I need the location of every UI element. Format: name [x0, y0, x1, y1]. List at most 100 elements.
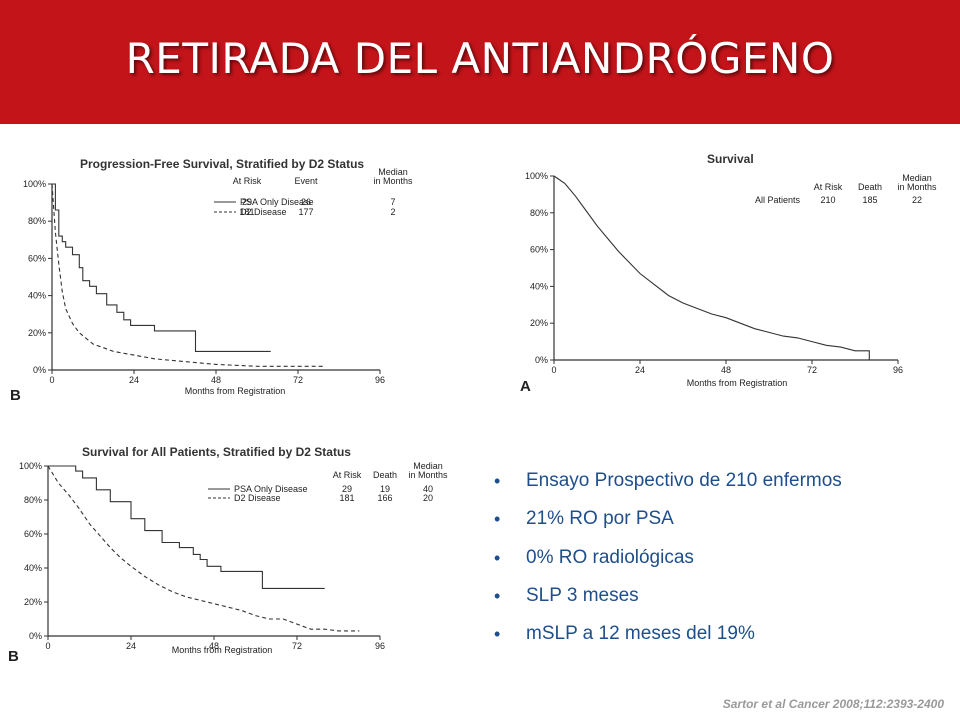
- panel-label: A: [520, 378, 531, 395]
- legend-table-value: 7: [390, 197, 395, 207]
- bullet-icon: •: [494, 585, 501, 606]
- citation: Sartor et al Cancer 2008;112:2393-2400: [722, 697, 944, 711]
- x-tick-label: 0: [49, 375, 54, 385]
- x-tick-label: 72: [807, 365, 817, 375]
- legend-table-value: 166: [377, 493, 392, 503]
- panel-label: B: [8, 648, 19, 665]
- y-tick-label: 40%: [530, 281, 548, 291]
- x-tick-label: 24: [635, 365, 645, 375]
- y-tick-label: 20%: [24, 597, 42, 607]
- bullet-icon: •: [494, 624, 501, 645]
- bullet-text: 0% RO radiológicas: [526, 546, 694, 568]
- legend-table-header: in Months: [373, 176, 413, 186]
- chart-survival-by-d2-status: Survival for All Patients, Stratified by…: [8, 445, 448, 665]
- legend-table-value: 40: [423, 484, 433, 494]
- chart-title: Survival for All Patients, Stratified by…: [82, 445, 351, 459]
- legend-label: All Patients: [755, 195, 801, 205]
- y-tick-label: 80%: [28, 216, 46, 226]
- list-item: • 0% RO radiológicas: [490, 539, 842, 577]
- bullet-icon: •: [494, 509, 501, 530]
- legend-table-header: Death: [858, 182, 882, 192]
- list-item: • mSLP a 12 meses del 19%: [490, 615, 842, 653]
- legend-table-value: 2: [390, 207, 395, 217]
- legend-table-header: Event: [294, 176, 318, 186]
- chart-title: Survival: [707, 152, 754, 166]
- slide-title: RETIRADA DEL ANTIANDRÓGENO: [125, 34, 835, 83]
- y-tick-label: 20%: [530, 318, 548, 328]
- legend-table-value: 22: [912, 195, 922, 205]
- legend-table-header: Median: [413, 461, 443, 471]
- chart-progression-free-survival: Progression-Free Survival, Stratified by…: [10, 157, 413, 404]
- legend-table-value: 26: [301, 197, 311, 207]
- legend-table-value: 181: [339, 493, 354, 503]
- x-tick-label: 24: [126, 641, 136, 651]
- x-tick-label: 96: [893, 365, 903, 375]
- legend-table-header: At Risk: [814, 182, 843, 192]
- x-tick-label: 24: [129, 375, 139, 385]
- series-line: [47, 465, 360, 632]
- series-line: [52, 183, 271, 352]
- x-tick-label: 96: [375, 641, 385, 651]
- legend-table-header: At Risk: [233, 176, 262, 186]
- y-tick-label: 100%: [19, 461, 42, 471]
- chart-overall-survival: Survival 0% 20% 40% 60% 80% 100% 0 24 48 72 96 Month…: [520, 152, 937, 395]
- legend-table-value: 210: [820, 195, 835, 205]
- y-tick-label: 80%: [24, 495, 42, 505]
- list-item: • Ensayo Prospectivo de 210 enfermos: [490, 462, 842, 500]
- bullet-icon: •: [494, 471, 501, 491]
- bullet-icon: •: [494, 547, 501, 568]
- y-tick-label: 40%: [28, 291, 46, 301]
- y-tick-label: 100%: [525, 171, 548, 181]
- legend-table-header: Median: [378, 167, 408, 177]
- legend-table-value: 181: [239, 207, 254, 217]
- legend-label: PSA Only Disease: [234, 484, 308, 494]
- y-tick-label: 0%: [535, 355, 548, 365]
- legend-label: PSA Only Disease: [240, 197, 314, 207]
- y-tick-label: 40%: [24, 563, 42, 573]
- legend-table-value: 20: [423, 493, 433, 503]
- y-tick-label: 0%: [29, 631, 42, 641]
- legend-table-header: in Months: [408, 470, 448, 480]
- bullet-text: 21% RO por PSA: [526, 508, 674, 530]
- y-tick-label: 0%: [33, 365, 46, 375]
- series-line: [48, 465, 325, 589]
- bullet-text: Ensayo Prospectivo de 210 enfermos: [526, 470, 842, 491]
- legend-table-header: Median: [902, 173, 932, 183]
- legend-table-header: in Months: [897, 182, 937, 192]
- list-item: • 21% RO por PSA: [490, 500, 842, 538]
- x-axis-label: Months from Registration: [172, 645, 273, 655]
- legend-table-header: At Risk: [333, 470, 362, 480]
- x-axis-label: Months from Registration: [687, 378, 788, 388]
- legend-label: D2 Disease: [234, 493, 281, 503]
- legend-table-value: 19: [380, 484, 390, 494]
- findings-list: • Ensayo Prospectivo de 210 enfermos • 21%…: [490, 462, 842, 653]
- x-tick-label: 48: [209, 641, 219, 651]
- y-tick-label: 20%: [28, 328, 46, 338]
- y-tick-label: 100%: [23, 179, 46, 189]
- legend-label: D2 Disease: [240, 207, 287, 217]
- legend-table-value: 185: [862, 195, 877, 205]
- legend-table-value: 177: [298, 207, 313, 217]
- legend-table-value: 29: [342, 484, 352, 494]
- series-line: [553, 175, 870, 360]
- y-tick-label: 60%: [28, 253, 46, 263]
- legend-table-header: Death: [373, 470, 397, 480]
- x-tick-label: 48: [721, 365, 731, 375]
- list-item: • SLP 3 meses: [490, 577, 842, 615]
- bullet-text: mSLP a 12 meses del 19%: [526, 623, 755, 645]
- x-tick-label: 0: [45, 641, 50, 651]
- legend-table-value: 29: [242, 197, 252, 207]
- y-tick-label: 60%: [530, 245, 548, 255]
- y-tick-label: 80%: [530, 208, 548, 218]
- x-tick-label: 0: [551, 365, 556, 375]
- panel-label: B: [10, 387, 21, 404]
- chart-title: Progression-Free Survival, Stratified by…: [80, 157, 364, 171]
- x-axis-label: Months from Registration: [185, 386, 286, 396]
- bullet-text: SLP 3 meses: [526, 584, 639, 606]
- title-bar: RETIRADA DEL ANTIANDRÓGENO: [0, 0, 960, 124]
- x-tick-label: 48: [211, 375, 221, 385]
- y-tick-label: 60%: [24, 529, 42, 539]
- x-tick-label: 96: [375, 375, 385, 385]
- x-tick-label: 72: [293, 375, 303, 385]
- x-tick-label: 72: [292, 641, 302, 651]
